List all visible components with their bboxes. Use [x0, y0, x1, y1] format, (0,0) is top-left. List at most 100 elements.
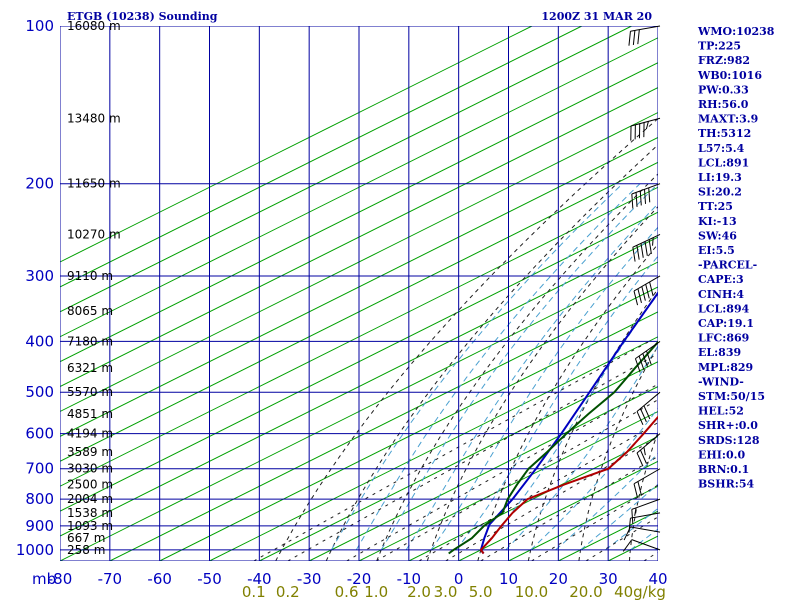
temperature-trace — [479, 415, 658, 555]
temperature-tick-label: 20 — [549, 570, 568, 588]
sounding-index-entry: MPL:829 — [698, 361, 753, 374]
pressure-tick-label: 400 — [25, 332, 54, 350]
height-label: 4851 m — [67, 407, 113, 421]
isotherm-line — [60, 26, 533, 263]
sounding-index-entry: WMO:10238 — [697, 25, 775, 38]
isotherm-line — [60, 211, 658, 512]
temperature-tick-label: 0 — [454, 570, 464, 588]
mixing-ratio-label: 0.6 — [335, 583, 359, 600]
temperature-tick-label: 30 — [599, 570, 618, 588]
wind-barb — [636, 433, 661, 467]
wind-barb — [622, 539, 661, 552]
chart-timestamp: 1200Z 31 MAR 20 — [541, 10, 652, 23]
parcel-line — [479, 291, 658, 555]
isotherm-line — [60, 161, 658, 462]
dry-adiabat-line — [426, 205, 658, 561]
isotherm-line — [109, 286, 658, 561]
height-label: 3589 m — [67, 445, 113, 459]
wind-barb — [623, 526, 661, 541]
mixing-ratio-label: 0.2 — [276, 583, 300, 600]
mixing-ratio-line — [531, 484, 658, 561]
temperature-tick-labels: -80 -70 -60 -50 -40 -30 -20 -10 0 10 20 30 40 — [48, 570, 668, 588]
sounding-index-entry: TT:25 — [698, 200, 733, 213]
sounding-index-entry: EL:839 — [698, 346, 741, 359]
height-label: 4194 m — [67, 427, 113, 441]
mixing-ratio-label: 2.0 — [407, 583, 431, 600]
sounding-index-entry: SRDS:128 — [698, 434, 760, 447]
sounding-index-entry: SW:46 — [698, 229, 737, 242]
height-label: 2004 m — [67, 492, 113, 506]
height-label: 5570 m — [67, 385, 113, 399]
sounding-index-entry: EI:5.5 — [698, 244, 735, 257]
isotherm-line — [60, 261, 658, 561]
height-label: 16080 m — [67, 19, 121, 33]
mixing-ratio-label: 10.0 — [515, 583, 548, 600]
wind-barb — [634, 341, 661, 373]
sounding-index-entry: STM:50/15 — [698, 390, 765, 403]
sounding-index-entry: TP:225 — [698, 40, 741, 53]
pressure-tick-label: 200 — [25, 175, 54, 193]
height-label: 1538 m — [67, 506, 113, 520]
sounding-index-entry: SHR+:0.0 — [698, 419, 758, 432]
wind-barb — [631, 183, 661, 209]
isotherm-line — [60, 111, 658, 413]
isotherm-line — [60, 26, 583, 288]
temperature-tick-label: -10 — [397, 570, 422, 588]
moist-adiabat-line — [605, 507, 658, 551]
isotherm-line — [159, 311, 658, 561]
sounding-index-entry: TH:5312 — [698, 127, 751, 140]
sounding-index-entry: L57:5.4 — [698, 142, 745, 155]
dry-adiabat-line — [275, 117, 658, 561]
mixing-ratio-line — [346, 383, 658, 561]
temperature-tick-label: -40 — [247, 570, 272, 588]
pressure-tick-label: 600 — [25, 425, 54, 443]
dry-adiabat-line — [325, 144, 658, 561]
pressure-tick-label: 500 — [25, 383, 54, 401]
isotherm-line — [60, 37, 658, 338]
sounding-index-entry: BRN:0.1 — [698, 463, 749, 476]
isotherm-lines — [60, 26, 658, 561]
mixing-ratio-line — [287, 353, 658, 561]
sounding-index-entry: CINH:4 — [698, 288, 744, 301]
temperature-tick-label: -20 — [347, 570, 372, 588]
sounding-index-entry: -PARCEL- — [698, 259, 757, 272]
isotherm-line — [60, 87, 658, 388]
dewpoint-trace — [448, 340, 658, 555]
wind-barb — [628, 25, 661, 46]
temperature-tick-label: -70 — [98, 570, 123, 588]
sounding-index-entry: MAXT:3.9 — [698, 113, 758, 126]
sounding-index-entry: HEL:52 — [698, 405, 744, 418]
pressure-tick-label: 100 — [25, 17, 54, 35]
moist-adiabat-line — [580, 483, 658, 551]
height-label: 3030 m — [67, 462, 113, 476]
pressure-tick-label: 1000 — [16, 541, 54, 559]
height-labels: 16080 m 13480 m 11650 m 10270 m 9110 m 8065 m… — [67, 19, 121, 557]
dewpoint-line — [448, 340, 658, 555]
mixing-ratio-label: 5.0 — [469, 583, 493, 600]
sounding-index-entry: CAPE:3 — [698, 273, 744, 286]
isobar-lines — [60, 26, 658, 561]
chart-title: ETGB (10238) Sounding — [67, 10, 218, 23]
mixing-ratio-labels: 0.1 0.2 0.6 1.0 2.0 3.0 5.0 10.0 20.0 40g/kg — [242, 583, 666, 600]
wind-barb — [633, 468, 661, 498]
mixing-ratio-label: 40g/kg — [614, 583, 666, 600]
sounding-index-entry: RH:56.0 — [698, 98, 749, 111]
mixing-ratio-label: 1.0 — [364, 583, 388, 600]
sounding-index-entry: LI:19.3 — [698, 171, 742, 184]
pressure-tick-label: 300 — [25, 267, 54, 285]
wind-barb — [632, 234, 661, 262]
sounding-index-entry: -WIND- — [698, 375, 744, 388]
height-label: 9110 m — [67, 269, 113, 283]
wind-barb — [633, 275, 661, 306]
wind-barb — [631, 498, 661, 524]
mixing-ratio-line — [253, 340, 650, 561]
sounding-index-entry: KI:-13 — [698, 215, 737, 228]
height-label: 8065 m — [67, 304, 113, 318]
height-label: 11650 m — [67, 177, 121, 191]
isotherm-line — [209, 336, 658, 561]
temperature-tick-label: 10 — [499, 570, 518, 588]
temperature-line — [479, 415, 658, 555]
isotherm-line — [60, 62, 658, 363]
